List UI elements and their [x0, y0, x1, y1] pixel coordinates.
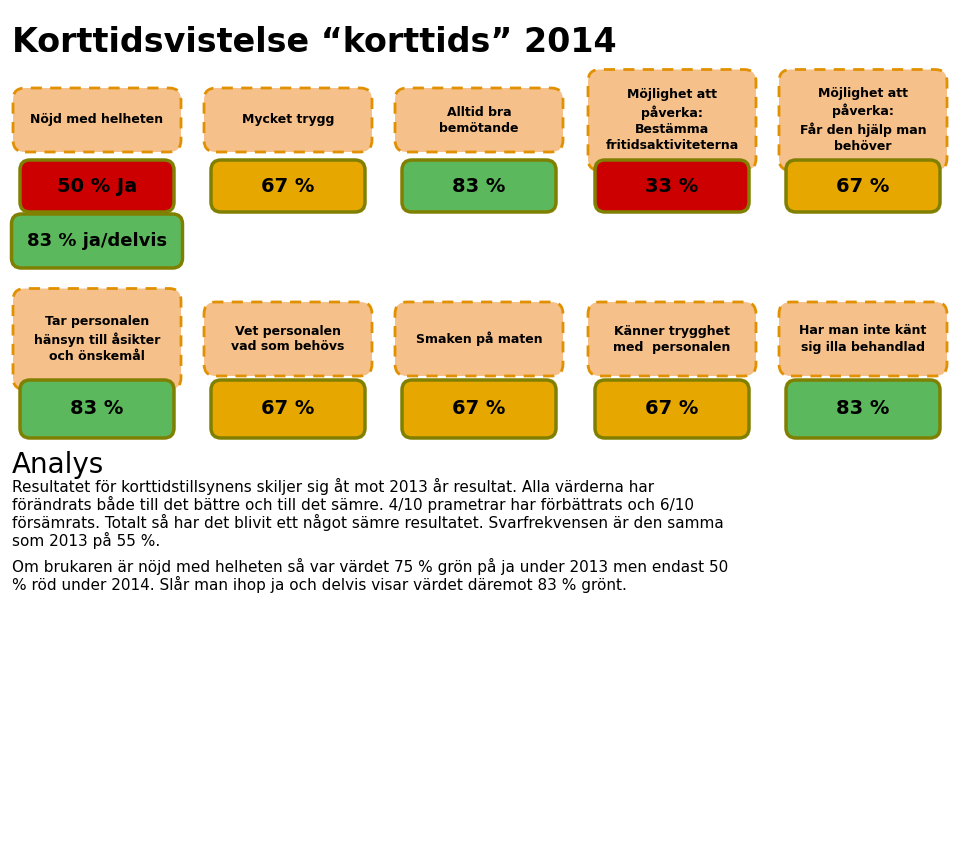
- Text: Har man inte känt
sig illa behandlad: Har man inte känt sig illa behandlad: [800, 325, 926, 353]
- Text: Känner trygghet
med  personalen: Känner trygghet med personalen: [613, 325, 731, 353]
- Text: Mycket trygg: Mycket trygg: [242, 113, 334, 126]
- Text: 33 %: 33 %: [645, 177, 699, 196]
- Text: försämrats. Totalt så har det blivit ett något sämre resultatet. Svarfrekvensen : försämrats. Totalt så har det blivit ett…: [12, 514, 724, 531]
- Text: Möjlighet att
påverka:
Bestämma
fritidsaktiviteterna: Möjlighet att påverka: Bestämma fritidsa…: [606, 88, 738, 152]
- FancyBboxPatch shape: [402, 380, 556, 438]
- FancyBboxPatch shape: [20, 160, 174, 212]
- Text: Alltid bra
bemötande: Alltid bra bemötande: [440, 106, 518, 134]
- FancyBboxPatch shape: [211, 160, 365, 212]
- FancyBboxPatch shape: [402, 160, 556, 212]
- FancyBboxPatch shape: [595, 380, 749, 438]
- FancyBboxPatch shape: [395, 88, 563, 152]
- Text: Resultatet för korttidstillsynens skiljer sig åt mot 2013 år resultat. Alla värd: Resultatet för korttidstillsynens skilje…: [12, 478, 654, 495]
- FancyBboxPatch shape: [595, 160, 749, 212]
- FancyBboxPatch shape: [211, 380, 365, 438]
- Text: Analys: Analys: [12, 451, 105, 479]
- FancyBboxPatch shape: [786, 160, 940, 212]
- Text: % röd under 2014. Slår man ihop ja och delvis visar värdet däremot 83 % grönt.: % röd under 2014. Slår man ihop ja och d…: [12, 576, 627, 593]
- Text: förändrats både till det bättre och till det sämre. 4/10 prametrar har förbättra: förändrats både till det bättre och till…: [12, 496, 694, 513]
- Text: 67 %: 67 %: [836, 177, 890, 196]
- Text: Nöjd med helheten: Nöjd med helheten: [31, 113, 163, 126]
- Text: Vet personalen
vad som behövs: Vet personalen vad som behövs: [231, 325, 345, 353]
- Text: 83 %: 83 %: [452, 177, 506, 196]
- FancyBboxPatch shape: [13, 88, 181, 152]
- FancyBboxPatch shape: [12, 214, 182, 268]
- Text: Om brukaren är nöjd med helheten så var värdet 75 % grön på ja under 2013 men en: Om brukaren är nöjd med helheten så var …: [12, 558, 729, 575]
- Text: 67 %: 67 %: [645, 399, 699, 418]
- Text: Möjlighet att
påverka:
Får den hjälp man
behöver: Möjlighet att påverka: Får den hjälp man…: [800, 87, 926, 152]
- Text: som 2013 på 55 %.: som 2013 på 55 %.: [12, 532, 160, 549]
- Text: Tar personalen
hänsyn till åsikter
och önskemål: Tar personalen hänsyn till åsikter och ö…: [34, 315, 160, 363]
- FancyBboxPatch shape: [779, 69, 947, 171]
- Text: 67 %: 67 %: [261, 177, 315, 196]
- FancyBboxPatch shape: [779, 302, 947, 376]
- FancyBboxPatch shape: [20, 380, 174, 438]
- FancyBboxPatch shape: [204, 302, 372, 376]
- FancyBboxPatch shape: [588, 69, 756, 171]
- Text: 83 % ja/delvis: 83 % ja/delvis: [27, 232, 167, 250]
- FancyBboxPatch shape: [204, 88, 372, 152]
- FancyBboxPatch shape: [588, 302, 756, 376]
- FancyBboxPatch shape: [786, 380, 940, 438]
- Text: 83 %: 83 %: [70, 399, 124, 418]
- Text: Smaken på maten: Smaken på maten: [416, 332, 542, 346]
- Text: Korttidsvistelse “korttids” 2014: Korttidsvistelse “korttids” 2014: [12, 26, 616, 59]
- Text: 67 %: 67 %: [452, 399, 506, 418]
- Text: 67 %: 67 %: [261, 399, 315, 418]
- FancyBboxPatch shape: [13, 288, 181, 390]
- Text: 50 % Ja: 50 % Ja: [57, 177, 137, 196]
- FancyBboxPatch shape: [395, 302, 563, 376]
- Text: 83 %: 83 %: [836, 399, 890, 418]
